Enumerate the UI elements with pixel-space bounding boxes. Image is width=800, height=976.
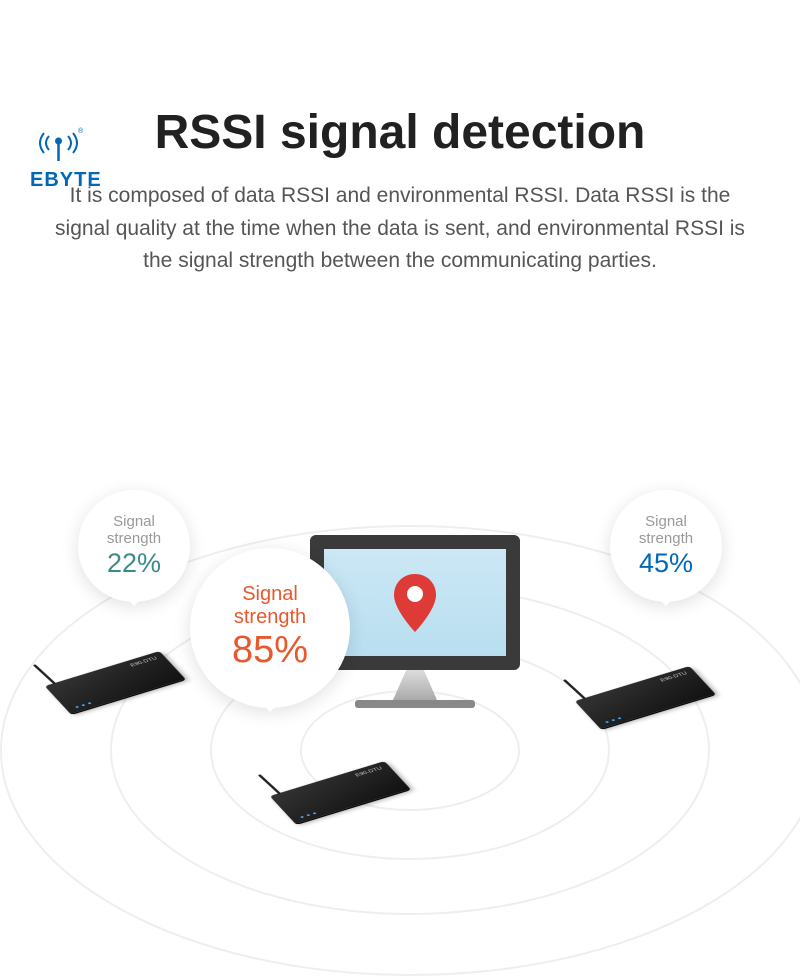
signal-value: 85% bbox=[232, 629, 308, 673]
brand-logo: ® EBYTE bbox=[30, 127, 102, 192]
page-title: RSSI signal detection bbox=[0, 105, 800, 160]
signal-value: 45% bbox=[639, 548, 693, 579]
signal-strength-bubble: Signalstrength45% bbox=[610, 490, 722, 602]
signal-strength-bubble: Signalstrength22% bbox=[78, 490, 190, 602]
page-description: It is composed of data RSSI and environm… bbox=[40, 180, 760, 278]
svg-text:®: ® bbox=[78, 127, 84, 135]
signal-label: Signal bbox=[242, 583, 298, 606]
location-pin-icon bbox=[392, 574, 438, 632]
device-model-label: E90-DTU bbox=[354, 766, 383, 777]
wireless-device: E90-DTU bbox=[270, 761, 411, 824]
device-model-label: E90-DTU bbox=[659, 671, 688, 682]
wireless-device: E90-DTU bbox=[575, 666, 716, 729]
signal-label: strength bbox=[107, 530, 161, 547]
device-model-label: E90-DTU bbox=[129, 656, 158, 667]
signal-value: 22% bbox=[107, 548, 161, 579]
signal-label: Signal bbox=[645, 513, 687, 530]
brand-name: EBYTE bbox=[30, 169, 102, 192]
signal-strength-bubble: Signalstrength85% bbox=[190, 548, 350, 708]
signal-diagram: E90-DTUE90-DTUE90-DTU Signalstrength22%S… bbox=[0, 480, 800, 900]
antenna-icon: ® bbox=[30, 127, 88, 165]
wireless-device: E90-DTU bbox=[45, 651, 186, 714]
signal-label: Signal bbox=[113, 513, 155, 530]
signal-label: strength bbox=[639, 530, 693, 547]
signal-label: strength bbox=[234, 606, 306, 629]
